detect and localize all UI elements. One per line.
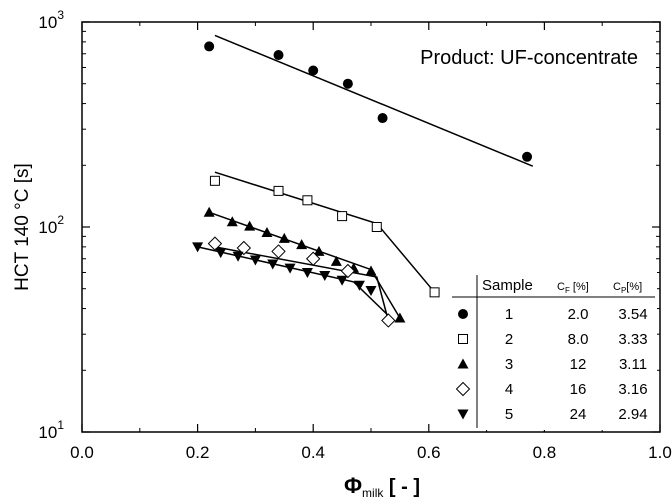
legend-sample-value: 3 (505, 356, 513, 373)
data-point-sample-5 (267, 259, 279, 270)
data-point-sample-5 (232, 251, 244, 262)
x-axis-subscript: milk (362, 486, 384, 500)
data-point-sample-2 (371, 222, 382, 232)
legend-cp-value: 3.16 (618, 381, 647, 398)
data-point-sample-2 (273, 185, 284, 196)
y-tick-base: 10 (38, 423, 57, 442)
x-tick-label: 0.4 (301, 443, 325, 462)
legend-header-cp: CP[%] (613, 281, 642, 295)
data-point-sample-3 (203, 206, 215, 217)
data-point-sample-5 (301, 267, 313, 278)
y-tick-label: 101 (38, 418, 64, 442)
y-tick-exponent: 2 (57, 213, 64, 227)
y-tick-label: 103 (38, 8, 64, 32)
x-tick-label: 0.6 (417, 443, 441, 462)
data-point-sample-1 (204, 41, 215, 52)
legend-marker-2 (458, 334, 468, 344)
legend-sample-value: 4 (505, 381, 513, 398)
legend-cp-value: 3.11 (619, 356, 647, 373)
legend-header-cp-sub: P (621, 286, 626, 295)
x-tick-label: 1.0 (648, 443, 672, 462)
data-point-sample-3 (296, 239, 308, 250)
legend-sample-value: 5 (505, 406, 513, 423)
y-tick-base: 10 (38, 13, 57, 32)
fit-line-sample-1 (214, 34, 534, 167)
legend-header-cp-unit: [%] (626, 281, 642, 293)
legend-marker-4 (455, 381, 471, 397)
data-point-sample-3 (278, 232, 290, 243)
legend-header-sample: Sample (482, 277, 533, 294)
data-point-sample-5 (319, 270, 331, 281)
legend-header-cf: CF [%] (557, 281, 589, 295)
data-point-sample-4 (381, 313, 396, 328)
data-point-sample-4 (271, 244, 286, 259)
data-point-sample-3 (365, 265, 377, 276)
legend-header-cf-sub: F (565, 286, 570, 295)
data-point-sample-2 (302, 195, 313, 206)
data-point-sample-3 (261, 227, 273, 238)
data-point-sample-4 (305, 251, 321, 266)
x-axis-symbol: Φ (344, 473, 362, 498)
data-point-sample-5 (249, 255, 261, 266)
legend-cf-value: 24 (570, 406, 587, 423)
data-point-sample-4 (340, 263, 356, 279)
annotation-label: Product: UF-concentrate (420, 47, 638, 69)
legend-sample-value: 1 (505, 306, 513, 323)
y-tick-base: 10 (38, 218, 57, 237)
legend-cp-value: 3.33 (618, 331, 647, 348)
data-point-sample-3 (244, 220, 256, 231)
y-tick-label: 102 (38, 213, 64, 237)
legend-cf-value: 8.0 (568, 331, 589, 348)
legend-header-cf-unit: [%] (570, 281, 589, 293)
legend-header-cp-symbol: C (613, 281, 621, 293)
data-point-sample-2 (337, 211, 348, 222)
y-tick-exponent: 1 (57, 418, 64, 432)
legend-marker-3 (457, 358, 469, 369)
legend-marker-1 (458, 309, 468, 319)
data-point-sample-5 (192, 242, 204, 253)
legend-rows: 1 2.0 3.54 2 8.0 3.33 3 12 3.11 4 16 3.16 5 24 2.94 (455, 306, 648, 423)
data-point-sample-5 (365, 286, 377, 297)
fit-line-sample-5 (197, 246, 389, 317)
data-point-sample-5 (215, 248, 227, 259)
data-point-sample-1 (273, 50, 284, 61)
legend-header-cf-symbol: C (557, 281, 565, 293)
data-point-sample-5 (284, 263, 296, 274)
data-point-sample-5 (353, 280, 365, 291)
x-axis-unit: [ - ] (383, 476, 420, 498)
legend-cf-value: 2.0 (568, 306, 589, 323)
fit-line-sample-4 (214, 246, 390, 321)
data-point-sample-4 (207, 236, 223, 251)
legend-table: Sample CF [%] CP[%] 1 2.0 3.542 8.0 3.333 12 3… (447, 270, 657, 430)
data-point-sample-3 (394, 312, 406, 323)
data-point-sample-2 (429, 287, 440, 298)
fit-line-sample-3 (208, 211, 401, 319)
legend-cf-value: 16 (570, 381, 587, 398)
x-tick-label: 0.2 (186, 443, 210, 462)
legend-marker-5 (457, 409, 469, 420)
data-point-sample-1 (522, 151, 533, 162)
data-point-sample-2 (209, 175, 220, 186)
data-point-sample-3 (226, 216, 238, 227)
data-points (192, 41, 533, 328)
legend-cp-value: 2.94 (618, 406, 647, 423)
x-axis-title: Φmilk [ - ] (344, 473, 420, 500)
legend-cp-value: 3.54 (618, 306, 647, 323)
data-point-sample-3 (313, 245, 325, 256)
x-tick-label: 0.8 (533, 443, 557, 462)
data-point-sample-1 (308, 65, 319, 76)
data-point-sample-3 (330, 255, 342, 266)
data-point-sample-1 (377, 113, 388, 124)
data-point-sample-4 (236, 240, 252, 256)
legend-cf-value: 12 (570, 356, 587, 373)
x-tick-label: 0.0 (70, 443, 94, 462)
y-axis-title: HCT 140 °C [s] (12, 163, 33, 291)
legend-sample-value: 2 (505, 331, 513, 348)
y-tick-exponent: 3 (57, 8, 64, 22)
data-point-sample-1 (342, 78, 353, 89)
data-point-sample-5 (336, 275, 348, 286)
